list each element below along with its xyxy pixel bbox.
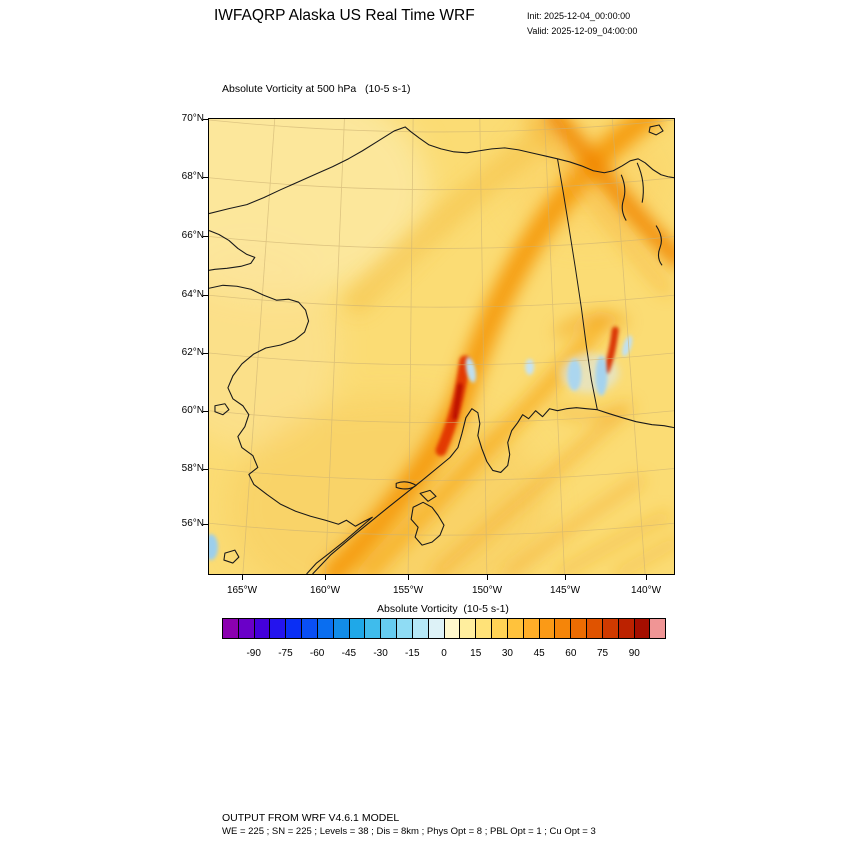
colorbar-cell: [460, 619, 477, 638]
colorbar-cell: [286, 619, 303, 638]
colorbar-tick-label: -75: [278, 648, 293, 659]
colorbar-cell: [428, 619, 445, 638]
colorbar-cell: [634, 619, 651, 638]
y-tick-label: 64°N: [181, 289, 204, 300]
colorbar-tick-label: 90: [628, 648, 640, 659]
colorbar-cell: [270, 619, 287, 638]
colorbar-tick-label: -15: [405, 648, 420, 659]
x-tick-label: 155°W: [392, 585, 424, 596]
x-tick-label: 140°W: [630, 585, 662, 596]
canada-border: [557, 158, 598, 410]
y-tick-label: 62°N: [181, 347, 204, 358]
colorbar-tick-label: -60: [309, 648, 325, 659]
colorbar: [222, 618, 666, 639]
init-time: Init: 2025-12-04_00:00:00: [527, 11, 631, 21]
x-tick-mark: [325, 575, 326, 580]
colorbar-cell: [381, 619, 398, 638]
y-tick-mark: [203, 524, 208, 525]
y-tick-label: 60°N: [181, 405, 204, 416]
x-tick-label: 150°W: [471, 585, 503, 596]
x-tick-mark: [565, 575, 566, 580]
colorbar-cell: [492, 619, 508, 638]
colorbar-cell: [523, 619, 540, 638]
colorbar-cell: [618, 619, 635, 638]
colorbar-cell: [587, 619, 603, 638]
colorbar-tick-label: 30: [501, 648, 513, 659]
y-tick-mark: [203, 295, 208, 296]
x-tick-label: 165°W: [226, 585, 258, 596]
vorticity-field: [209, 119, 674, 574]
x-tick-mark: [646, 575, 647, 580]
footer-model-line: OUTPUT FROM WRF V4.6.1 MODEL: [222, 812, 400, 824]
map-panel: [208, 118, 675, 575]
plot-title: IWFAQRP Alaska US Real Time WRF: [214, 7, 475, 24]
x-tick-mark: [408, 575, 409, 580]
y-tick-mark: [203, 411, 208, 412]
colorbar-tick-label: 60: [565, 648, 577, 659]
y-tick-mark: [203, 469, 208, 470]
vorticity-map-svg: [209, 119, 674, 574]
alaska-coastline: [209, 124, 674, 574]
footer-config-line: WE = 225 ; SN = 225 ; Levels = 38 ; Dis …: [222, 826, 596, 837]
y-tick-label: 58°N: [181, 463, 204, 474]
colorbar-cell: [539, 619, 556, 638]
x-tick-mark: [487, 575, 488, 580]
y-tick-mark: [203, 177, 208, 178]
colorbar-cell: [333, 619, 350, 638]
colorbar-cell: [412, 619, 429, 638]
colorbar-tick-label: -30: [373, 648, 388, 659]
y-tick-label: 56°N: [181, 518, 204, 529]
colorbar-cell: [602, 619, 619, 638]
colorbar-tick-label: 0: [441, 648, 447, 659]
colorbar-cell: [555, 619, 572, 638]
colorbar-tick-label: 15: [470, 648, 482, 659]
colorbar-cell: [365, 619, 382, 638]
colorbar-cell: [317, 619, 334, 638]
y-tick-mark: [203, 353, 208, 354]
colorbar-cell: [223, 619, 239, 638]
y-tick-label: 68°N: [181, 171, 204, 182]
colorbar-label: Absolute Vorticity (10-5 s-1): [377, 603, 509, 615]
colorbar-tick-label: -90: [246, 648, 261, 659]
colorbar-cell: [397, 619, 413, 638]
colorbar-cell: [650, 619, 666, 638]
colorbar-cell: [302, 619, 318, 638]
colorbar-cell: [571, 619, 588, 638]
valid-time: Valid: 2025-12-09_04:00:00: [527, 26, 638, 36]
colorbar-cell: [254, 619, 271, 638]
colorbar-cell: [349, 619, 366, 638]
colorbar-cell: [507, 619, 524, 638]
x-tick-mark: [242, 575, 243, 580]
y-tick-label: 70°N: [181, 113, 204, 124]
colorbar-cell: [476, 619, 493, 638]
x-tick-label: 145°W: [549, 585, 581, 596]
x-tick-label: 160°W: [309, 585, 341, 596]
y-tick-mark: [203, 236, 208, 237]
colorbar-tick-label: 45: [533, 648, 545, 659]
field-subtitle: Absolute Vorticity at 500 hPa (10-5 s-1): [222, 83, 411, 95]
colorbar-cell: [238, 619, 255, 638]
colorbar-tick-label: 75: [597, 648, 609, 659]
colorbar-cell: [444, 619, 461, 638]
y-tick-label: 66°N: [181, 230, 204, 241]
colorbar-tick-label: -45: [341, 648, 357, 659]
y-tick-mark: [203, 119, 208, 120]
